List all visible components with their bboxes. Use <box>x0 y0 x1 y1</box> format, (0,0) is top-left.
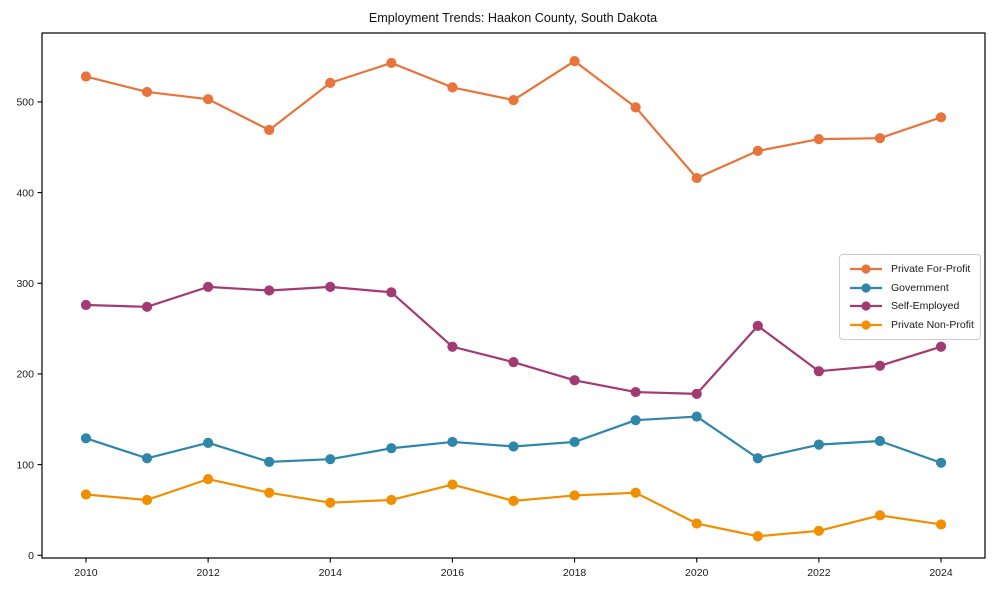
series-point-private-for-profit <box>874 133 886 144</box>
series-point-self-employed <box>935 341 947 352</box>
series-point-self-employed <box>80 299 92 311</box>
legend-item: Private Non-Profit <box>849 316 974 334</box>
series-point-private-for-profit <box>203 94 214 105</box>
series-point-private-for-profit <box>630 102 641 113</box>
series-point-government <box>386 443 397 454</box>
series-point-self-employed <box>752 320 763 331</box>
series-point-government <box>935 457 947 468</box>
series-point-self-employed <box>691 388 702 399</box>
series-point-private-non-profit <box>691 518 702 529</box>
series-point-self-employed <box>508 357 519 368</box>
series-point-government <box>141 453 153 464</box>
series-point-private-for-profit <box>935 112 947 123</box>
series-point-private-non-profit <box>447 479 458 490</box>
series-point-self-employed <box>874 360 886 371</box>
series-point-private-for-profit <box>141 86 153 98</box>
y-tick-label: 0 <box>28 550 34 562</box>
axes-frame <box>41 32 986 559</box>
series-point-government <box>203 437 214 448</box>
series-point-private-non-profit <box>203 474 214 485</box>
series-point-self-employed <box>569 375 580 386</box>
series-point-private-for-profit <box>508 95 519 106</box>
series-point-government <box>630 415 641 426</box>
series-point-private-for-profit <box>386 57 397 69</box>
series-point-private-for-profit <box>752 145 763 156</box>
series-point-government <box>752 453 763 464</box>
x-tick-label: 2020 <box>685 567 709 579</box>
y-tick-label: 200 <box>16 369 34 381</box>
legend-label: Self-Employed <box>891 300 960 313</box>
series-line-government <box>84 415 943 464</box>
series-point-government <box>813 439 824 450</box>
series-point-self-employed <box>447 341 458 352</box>
legend-marker-icon <box>850 320 882 330</box>
series-point-government <box>508 441 519 452</box>
y-tick-label: 100 <box>16 459 34 471</box>
series-point-private-non-profit <box>569 490 580 501</box>
series-point-government <box>874 435 886 447</box>
x-tick-label: 2016 <box>441 567 465 579</box>
series-point-private-non-profit <box>813 525 824 536</box>
x-tick-label: 2014 <box>319 567 343 579</box>
series-point-private-for-profit <box>447 82 458 93</box>
series-point-private-non-profit <box>141 494 153 506</box>
series-point-self-employed <box>141 301 153 312</box>
series-point-self-employed <box>325 281 336 292</box>
series-point-government <box>691 411 702 422</box>
series-point-private-for-profit <box>80 71 92 82</box>
series-point-private-for-profit <box>569 56 580 67</box>
legend-item: Private For-Profit <box>849 260 973 278</box>
series-line-private-for-profit <box>84 60 943 180</box>
series-point-self-employed <box>630 386 641 398</box>
x-tick-label: 2012 <box>196 567 220 579</box>
y-tick-label: 400 <box>16 187 34 199</box>
y-tick-label: 300 <box>16 278 34 290</box>
series-point-private-non-profit <box>386 494 397 506</box>
x-tick-label: 2018 <box>563 567 587 579</box>
legend-label: Private Non-Profit <box>891 318 974 331</box>
legend-marker-icon <box>850 301 882 311</box>
series-point-private-non-profit <box>630 487 641 498</box>
series-point-private-non-profit <box>874 510 886 521</box>
series-point-government <box>569 436 580 448</box>
series-point-private-non-profit <box>752 531 763 542</box>
x-tick-label: 2010 <box>74 567 98 579</box>
legend-marker-icon <box>850 283 882 293</box>
legend: Private For-Profit Government Self-Emplo… <box>839 254 981 340</box>
series-point-private-for-profit <box>691 172 702 184</box>
series-point-private-non-profit <box>508 495 519 506</box>
series-point-self-employed <box>386 287 397 298</box>
series-point-government <box>325 454 336 465</box>
series-point-private-for-profit <box>264 124 275 136</box>
series-point-private-non-profit <box>264 487 275 498</box>
x-tick-label: 2022 <box>807 567 831 579</box>
series-point-private-non-profit <box>935 519 947 530</box>
chart-title: Employment Trends: Haakon County, South … <box>369 11 657 25</box>
plot-area: 0 100 200 300 400 500 2010 2012 2014 2016 2018 2020… <box>16 32 986 579</box>
series-point-government <box>447 436 458 448</box>
series-line-self-employed <box>84 285 943 395</box>
series-point-self-employed <box>203 281 214 292</box>
series-point-self-employed <box>813 366 824 377</box>
y-tick-label: 500 <box>16 97 34 109</box>
series-point-private-for-profit <box>325 77 336 88</box>
legend-item: Government <box>849 279 973 297</box>
legend-marker-icon <box>850 264 882 274</box>
series-point-government <box>264 456 275 467</box>
series-point-private-non-profit <box>325 497 336 508</box>
series-line-private-non-profit <box>84 478 943 538</box>
series-point-government <box>80 433 92 444</box>
series-point-private-for-profit <box>813 133 824 145</box>
series-point-self-employed <box>264 285 275 296</box>
legend-item: Self-Employed <box>849 297 973 315</box>
legend-label: Private For-Profit <box>891 263 971 276</box>
x-tick-label: 2024 <box>929 567 953 579</box>
legend-label: Government <box>891 281 949 294</box>
series-point-private-non-profit <box>80 489 92 500</box>
